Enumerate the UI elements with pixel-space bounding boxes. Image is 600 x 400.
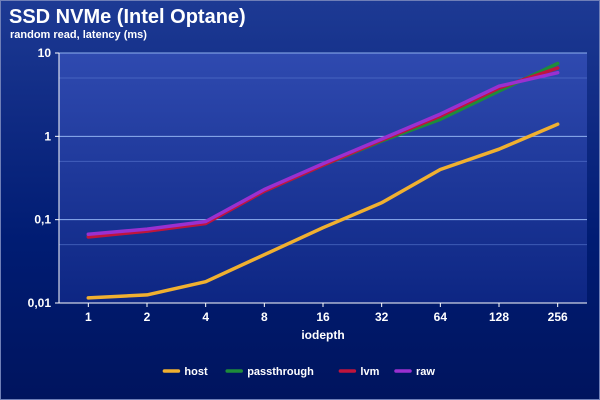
x-tick-label: 2 — [144, 310, 151, 324]
legend-label-host: host — [184, 366, 208, 378]
series-line-raw — [86, 70, 560, 236]
legend-label-lvm: lvm — [360, 366, 379, 378]
x-tick-label: 1 — [85, 310, 92, 324]
x-tick-label: 8 — [261, 310, 268, 324]
x-tick-label: 256 — [548, 310, 568, 324]
y-tick-label: 1 — [44, 129, 51, 143]
x-tick-label: 16 — [316, 310, 330, 324]
legend-label-passthrough: passthrough — [247, 366, 314, 378]
x-tick-label: 4 — [202, 310, 209, 324]
y-tick-label: 10 — [38, 46, 52, 60]
series-line-host — [86, 122, 560, 300]
plot-area — [59, 53, 587, 303]
chart-subtitle: random read, latency (ms) — [10, 29, 147, 41]
chart-title: SSD NVMe (Intel Optane) — [9, 6, 246, 28]
x-tick-label: 128 — [489, 310, 509, 324]
y-tick-label: 0,01 — [28, 296, 52, 310]
x-tick-label: 32 — [375, 310, 389, 324]
x-axis-title: iodepth — [301, 328, 344, 342]
legend-label-raw: raw — [416, 366, 435, 378]
y-tick-label: 0,1 — [34, 213, 51, 227]
x-tick-label: 64 — [434, 310, 448, 324]
